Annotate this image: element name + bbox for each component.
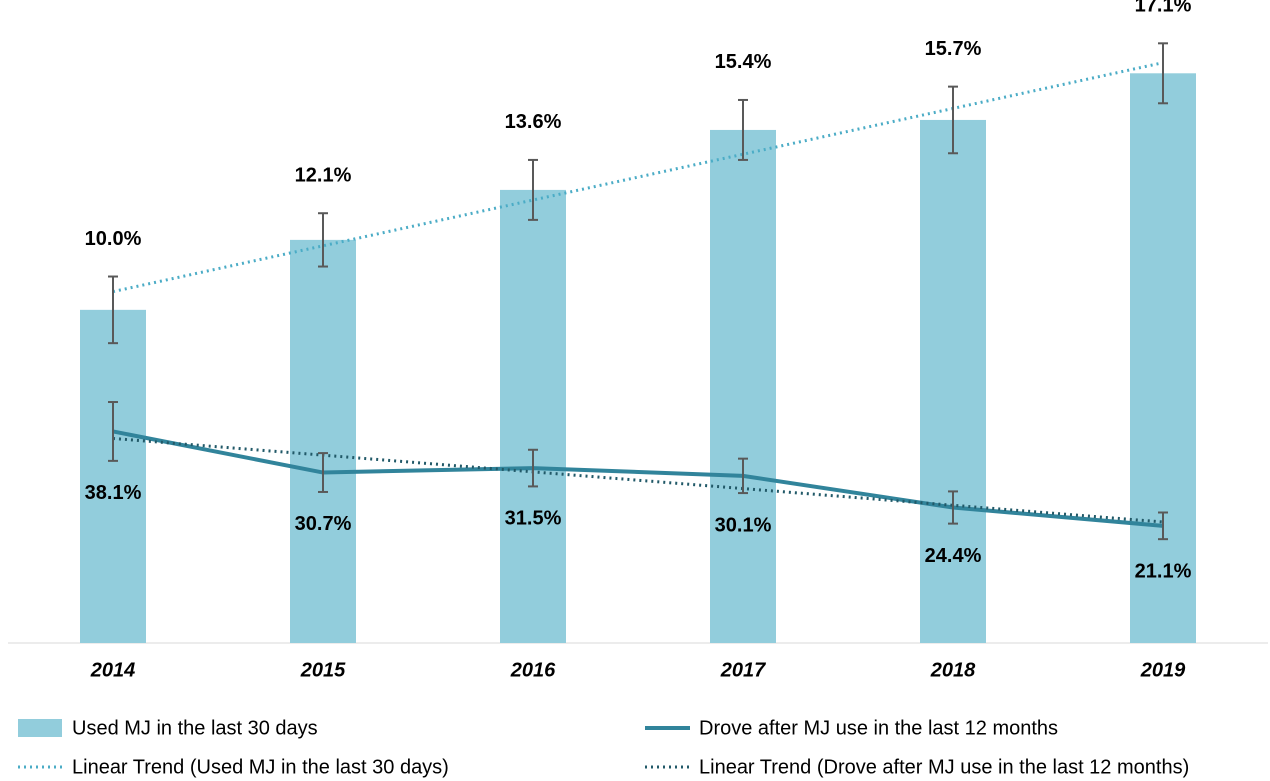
data-label: 12.1% [295, 165, 352, 187]
legend-label: Used MJ in the last 30 days [72, 717, 318, 739]
bar [500, 189, 566, 643]
bar [710, 129, 776, 644]
data-label: 10.0% [85, 228, 142, 250]
data-label: 31.5% [505, 508, 562, 530]
trend-line [112, 436, 1164, 524]
bar [80, 309, 146, 643]
legend-label: Linear Trend (Used MJ in the last 30 day… [72, 756, 449, 778]
legend-label: Linear Trend (Drove after MJ use in the … [699, 756, 1189, 778]
data-label: 30.7% [295, 513, 352, 535]
data-label: 21.1% [1135, 560, 1192, 582]
data-label: 17.1% [1135, 0, 1192, 17]
data-label: 15.4% [715, 51, 772, 73]
data-label: 13.6% [505, 111, 562, 133]
x-tick-label: 2019 [1140, 659, 1186, 681]
bar [290, 239, 356, 643]
bar [920, 119, 986, 643]
data-label: 30.1% [715, 514, 772, 536]
legend-label: Drove after MJ use in the last 12 months [699, 717, 1058, 739]
line [112, 429, 1164, 528]
trend-line [112, 61, 1164, 294]
x-tick-label: 2014 [90, 659, 136, 681]
data-label: 15.7% [925, 38, 982, 60]
data-label: 38.1% [85, 482, 142, 504]
x-tick-label: 2017 [720, 659, 766, 681]
bar [1130, 73, 1196, 644]
data-label: 24.4% [925, 545, 982, 567]
x-tick-label: 2018 [930, 659, 976, 681]
legend-swatch [18, 719, 62, 737]
x-tick-label: 2016 [510, 659, 556, 681]
x-tick-label: 2015 [300, 659, 346, 681]
